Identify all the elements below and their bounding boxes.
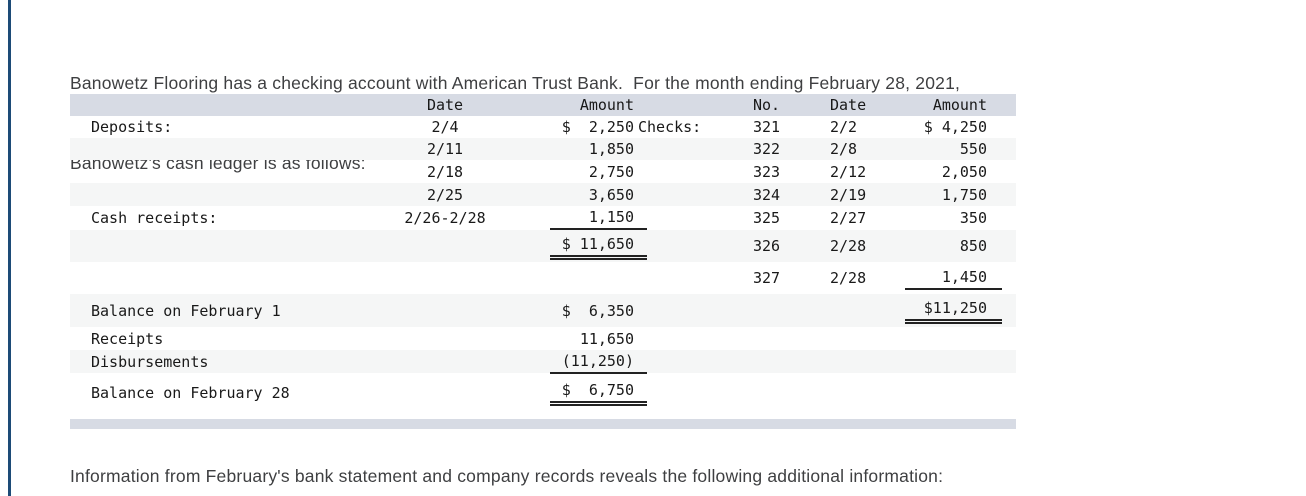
header-check-amount: Amount [905, 94, 1016, 116]
row-label: Deposits: [91, 118, 173, 136]
check-no: 322 [753, 140, 781, 158]
check-amount: 350 [959, 209, 987, 227]
check-amount [905, 337, 1002, 341]
cash-ledger-table: Date Amount No. Date Amount Deposits: 2/… [70, 94, 1016, 412]
ledger-row-disbursements: Disbursements (11,250) [70, 350, 1016, 374]
checks-label: Checks: [638, 118, 702, 136]
left-accent-bar [8, 0, 11, 496]
ledger-row-deposits-total: $ 11,650 326 2/28 850 [70, 230, 1016, 262]
ledger-row-cash-receipts: Cash receipts: 2/26-2/28 1,150 325 2/27 … [70, 206, 1016, 230]
check-amount: 850 [959, 237, 987, 255]
ledger-row-deposits-4: 2/25 3,650 324 2/19 1,750 [70, 183, 1016, 206]
check-amount: 1,750 [941, 185, 987, 204]
ledger-row-deposits-2: 2/11 1,850 322 2/8 550 [70, 138, 1016, 160]
check-amount: 2,050 [941, 162, 987, 181]
deposit-amount: $ 2,250 [561, 118, 634, 136]
check-no: 326 [753, 237, 781, 255]
row-label: Receipts [91, 329, 164, 348]
disbursements-amount: (11,250) [550, 350, 647, 374]
deposit-date: 2/11 [426, 140, 464, 158]
deposits-total-amount: $ 11,650 [550, 233, 647, 260]
row-label: Balance on February 28 [91, 383, 290, 402]
header-check-date: Date [830, 96, 867, 114]
checks-total-amount: $11,250 [905, 297, 1002, 324]
problem-statement: Banowetz Flooring has a checking account… [70, 17, 1295, 203]
row-label: Disbursements [91, 352, 209, 371]
deposit-amount: 2,750 [588, 162, 634, 181]
additional-information-text: Information from February's bank stateme… [70, 466, 944, 486]
check-amount [905, 360, 1002, 364]
check-date: 2/12 [830, 162, 867, 181]
receipts-amount: 11,650 [579, 329, 634, 348]
balance-feb1-amount: $ 6,350 [561, 301, 634, 320]
header-date: Date [426, 96, 464, 114]
check-date: 2/2 [830, 118, 858, 136]
deposit-date: 2/4 [431, 118, 459, 136]
deposit-amount: 1,150 [550, 206, 647, 230]
deposit-amount: 3,650 [588, 185, 634, 204]
deposit-amount: 1,850 [588, 140, 634, 158]
check-amount: 550 [959, 140, 987, 158]
check-no: 324 [753, 185, 781, 204]
ledger-row-check-327: 327 2/28 1,450 [70, 262, 1016, 294]
problem-statement-line-1: Banowetz Flooring has a checking account… [70, 73, 961, 93]
deposit-amount [550, 276, 647, 280]
ledger-row-deposits-3: 2/18 2,750 323 2/12 2,050 [70, 160, 1016, 183]
header-amount-text: Amount [579, 96, 634, 114]
balance-feb28-amount: $ 6,750 [550, 379, 647, 406]
ledger-row-balance-feb-28: Balance on February 28 $ 6,750 [70, 373, 1016, 412]
check-date: 2/28 [830, 269, 867, 287]
check-date: 2/8 [830, 140, 858, 158]
deposit-date: 2/26-2/28 [404, 209, 486, 227]
check-date: 2/19 [830, 185, 867, 204]
table-bottom-bar [70, 419, 1016, 429]
header-check-no: No. [753, 96, 781, 114]
check-amount: $ 4,250 [923, 118, 987, 136]
deposit-date: 2/25 [426, 185, 464, 204]
ledger-row-deposits-1: Deposits: 2/4 $ 2,250 Checks: 321 2/2 $ … [70, 116, 1016, 138]
ledger-row-balance-feb-1: Balance on February 1 $ 6,350 $11,250 [70, 294, 1016, 327]
ledger-row-receipts: Receipts 11,650 [70, 327, 1016, 350]
check-no: 323 [753, 162, 781, 181]
row-label: Balance on February 1 [91, 301, 281, 320]
row-label: Cash receipts: [91, 209, 218, 227]
ledger-header-row: Date Amount No. Date Amount [70, 94, 1016, 116]
header-amount: Amount [510, 94, 635, 116]
deposit-date: 2/18 [426, 162, 464, 181]
check-date: 2/28 [830, 237, 867, 255]
header-check-amount-text: Amount [932, 96, 987, 114]
check-date: 2/27 [830, 209, 867, 227]
check-no: 325 [753, 209, 781, 227]
check-no: 321 [753, 118, 781, 136]
check-no: 327 [753, 269, 781, 287]
check-amount [905, 391, 1002, 395]
check-amount: 1,450 [905, 266, 1002, 290]
